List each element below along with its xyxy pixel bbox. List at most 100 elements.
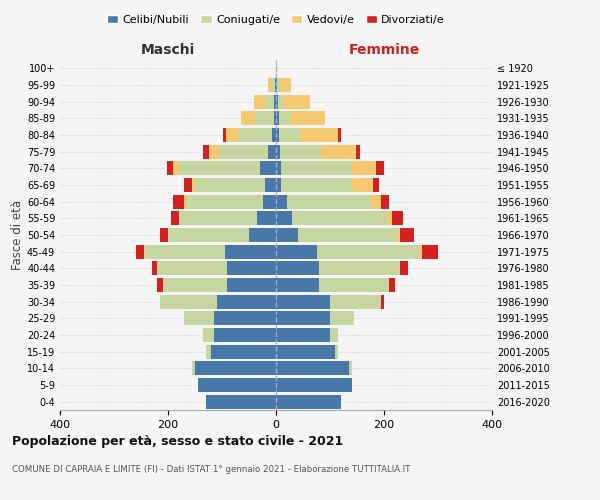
Bar <box>193 361 195 376</box>
Bar <box>184 178 193 192</box>
Bar <box>335 344 338 359</box>
Bar <box>280 144 321 159</box>
Bar <box>265 94 274 109</box>
Bar <box>144 244 225 259</box>
Bar <box>276 144 280 159</box>
Bar <box>179 211 257 226</box>
Text: Popolazione per età, sesso e stato civile - 2021: Popolazione per età, sesso e stato civil… <box>12 435 343 448</box>
Bar <box>263 194 276 209</box>
Bar <box>382 194 389 209</box>
Text: Maschi: Maschi <box>141 42 195 56</box>
Bar <box>217 294 276 308</box>
Bar <box>319 261 400 276</box>
Bar <box>198 378 276 392</box>
Bar <box>157 278 163 292</box>
Bar <box>301 128 338 142</box>
Bar <box>276 328 330 342</box>
Bar <box>422 244 438 259</box>
Bar <box>278 94 283 109</box>
Bar <box>276 278 319 292</box>
Bar <box>239 128 272 142</box>
Bar <box>206 344 211 359</box>
Bar <box>272 128 276 142</box>
Bar <box>276 211 292 226</box>
Bar <box>187 194 263 209</box>
Bar <box>290 112 325 126</box>
Bar <box>179 162 260 175</box>
Bar <box>214 328 276 342</box>
Bar <box>349 361 352 376</box>
Bar <box>274 94 276 109</box>
Bar <box>173 162 179 175</box>
Bar <box>321 144 356 159</box>
Bar <box>160 228 168 242</box>
Bar <box>277 78 280 92</box>
Bar <box>227 278 276 292</box>
Bar <box>371 194 382 209</box>
Bar <box>195 178 265 192</box>
Bar <box>382 294 384 308</box>
Bar <box>278 128 301 142</box>
Bar <box>387 211 392 226</box>
Bar <box>276 294 330 308</box>
Bar <box>220 144 268 159</box>
Bar <box>281 162 352 175</box>
Bar <box>376 162 384 175</box>
Bar <box>292 211 387 226</box>
Legend: Celibi/Nubili, Coniugati/e, Vedovi/e, Divorziati/e: Celibi/Nubili, Coniugati/e, Vedovi/e, Di… <box>103 10 449 29</box>
Bar <box>276 112 278 126</box>
Bar <box>241 112 255 126</box>
Bar <box>330 311 354 326</box>
Bar <box>163 278 227 292</box>
Bar <box>330 294 382 308</box>
Bar <box>281 178 352 192</box>
Bar <box>214 311 276 326</box>
Bar <box>392 211 403 226</box>
Bar <box>274 112 276 126</box>
Bar <box>268 78 272 92</box>
Bar <box>168 228 249 242</box>
Bar <box>260 162 276 175</box>
Bar <box>276 178 281 192</box>
Bar <box>330 328 338 342</box>
Bar <box>203 144 209 159</box>
Text: Femmine: Femmine <box>349 42 419 56</box>
Text: COMUNE DI CAPRAIA E LIMITE (FI) - Dati ISTAT 1° gennaio 2021 - Elaborazione TUTT: COMUNE DI CAPRAIA E LIMITE (FI) - Dati I… <box>12 465 410 474</box>
Bar <box>136 244 144 259</box>
Bar <box>287 194 371 209</box>
Bar <box>400 261 409 276</box>
Bar <box>352 162 376 175</box>
Bar <box>209 144 220 159</box>
Bar <box>173 194 184 209</box>
Bar <box>283 94 310 109</box>
Bar <box>223 128 226 142</box>
Bar <box>276 394 341 409</box>
Bar <box>160 294 217 308</box>
Bar <box>152 261 157 276</box>
Bar <box>272 78 275 92</box>
Bar <box>276 344 335 359</box>
Bar <box>171 211 179 226</box>
Bar <box>184 311 214 326</box>
Bar <box>276 62 277 76</box>
Bar <box>157 261 227 276</box>
Bar <box>226 128 239 142</box>
Bar <box>225 244 276 259</box>
Bar <box>167 162 173 175</box>
Bar <box>268 144 276 159</box>
Bar <box>280 78 290 92</box>
Bar <box>352 178 373 192</box>
Bar <box>265 178 276 192</box>
Bar <box>319 278 389 292</box>
Bar <box>276 361 349 376</box>
Bar <box>195 361 276 376</box>
Bar <box>389 278 395 292</box>
Bar <box>276 194 287 209</box>
Bar <box>276 162 281 175</box>
Bar <box>276 244 317 259</box>
Bar <box>317 244 419 259</box>
Bar <box>254 94 265 109</box>
Bar <box>276 378 352 392</box>
Bar <box>255 112 274 126</box>
Bar <box>398 228 400 242</box>
